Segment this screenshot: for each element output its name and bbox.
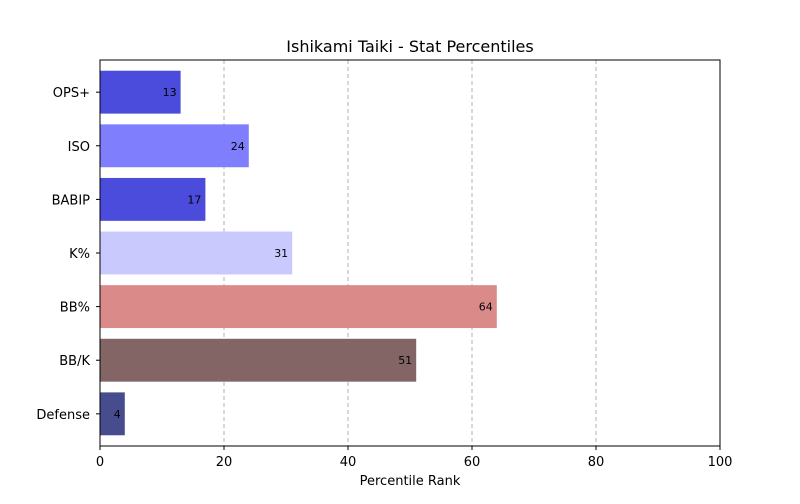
data-label: 24 bbox=[231, 140, 245, 153]
x-tick-label: 0 bbox=[96, 455, 104, 470]
bar-ops- bbox=[100, 70, 181, 114]
x-tick-label: 40 bbox=[340, 455, 357, 470]
x-tick-label: 80 bbox=[588, 455, 605, 470]
x-tick-label: 100 bbox=[708, 455, 733, 470]
x-axis: 0 20 40 60 80 100 bbox=[96, 446, 733, 470]
data-labels: 13 24 17 31 64 51 4 bbox=[114, 86, 493, 421]
bar-babip bbox=[100, 177, 206, 221]
bar-iso bbox=[100, 124, 249, 168]
x-axis-label: Percentile Rank bbox=[360, 474, 461, 489]
bar-k- bbox=[100, 231, 293, 275]
y-tick-label: BABIP bbox=[52, 193, 91, 208]
y-tick-label: BB% bbox=[60, 301, 90, 316]
y-tick-label: ISO bbox=[68, 140, 90, 155]
bar-bb- bbox=[100, 285, 497, 329]
y-axis: OPS+ ISO BABIP K% BB% BB/K Defense bbox=[36, 86, 100, 423]
data-label: 64 bbox=[479, 301, 493, 314]
data-label: 13 bbox=[163, 86, 177, 99]
y-tick-label: OPS+ bbox=[53, 86, 90, 101]
data-label: 4 bbox=[114, 408, 121, 421]
data-label: 51 bbox=[398, 354, 412, 367]
data-label: 17 bbox=[187, 193, 201, 206]
y-tick-label: K% bbox=[69, 247, 90, 262]
x-tick-label: 60 bbox=[464, 455, 481, 470]
bars bbox=[100, 70, 497, 436]
bar-bb-k bbox=[100, 338, 417, 382]
chart-title: Ishikami Taiki - Stat Percentiles bbox=[286, 37, 533, 56]
y-tick-label: Defense bbox=[36, 408, 90, 423]
x-tick-label: 20 bbox=[216, 455, 233, 470]
data-label: 31 bbox=[274, 247, 288, 260]
bar-defense bbox=[100, 392, 125, 436]
y-tick-label: BB/K bbox=[59, 354, 90, 369]
